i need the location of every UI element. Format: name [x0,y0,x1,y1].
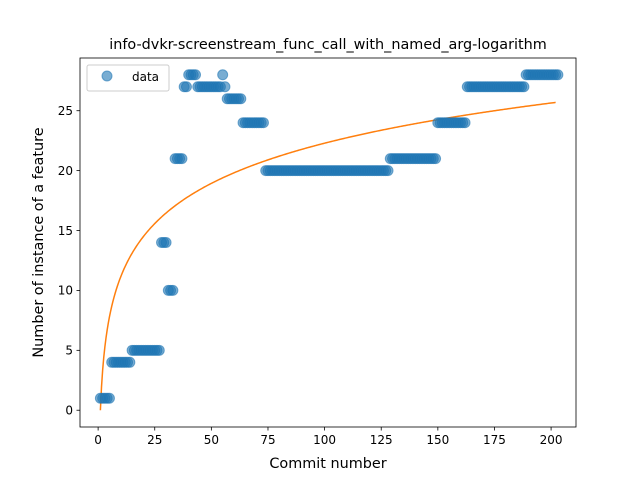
data-point [459,117,471,129]
fit-line-layer [99,101,556,411]
data-point [382,165,394,177]
data-point [180,81,192,93]
x-axis-label: Commit number [269,456,386,472]
data-points-layer [94,69,564,404]
y-tick-label: 20 [58,164,73,178]
x-tick-label: 25 [147,433,162,447]
y-axis-label: Number of instance of a feature [31,127,47,357]
y-tick-label: 10 [58,284,73,298]
y-tick-label: 25 [58,104,73,118]
x-tick-label: 100 [313,433,336,447]
x-tick-label: 125 [370,433,393,447]
legend-marker-data [101,70,113,82]
x-tick-label: 50 [204,433,219,447]
data-point [153,344,165,356]
data-point [167,284,179,296]
legend: data [86,64,170,92]
x-tick-label: 150 [426,433,449,447]
x-tick-label: 200 [540,433,563,447]
data-point [552,69,564,81]
plot-background [80,58,576,427]
data-point [190,69,202,81]
data-point [235,93,247,105]
plot-frame [79,57,577,428]
data-point [430,153,442,165]
chart-title: info-dvkr-screenstream_func_call_with_na… [109,37,547,53]
data-point [217,69,229,81]
x-tick-label: 75 [260,433,275,447]
x-tick-label: 175 [483,433,506,447]
x-tick-label: 0 [94,433,102,447]
legend-label-data: data [132,70,159,84]
data-point [124,356,136,368]
x-axis-ticks: 0 25 50 75 100 125 150 175 200 [94,427,563,447]
data-point [160,237,172,248]
y-axis-ticks: 0 5 10 15 20 25 [58,104,80,418]
data-point [103,392,115,404]
data-point [219,81,231,93]
data-point [257,117,269,129]
fit-line [99,101,556,411]
y-tick-label: 5 [65,344,73,358]
data-point [176,153,188,165]
y-tick-label: 0 [65,404,73,418]
y-tick-label: 15 [58,224,73,238]
plot-area: 0 25 50 75 100 125 150 175 200 0 5 10 15 20 25 [58,57,577,447]
data-point [518,81,530,93]
